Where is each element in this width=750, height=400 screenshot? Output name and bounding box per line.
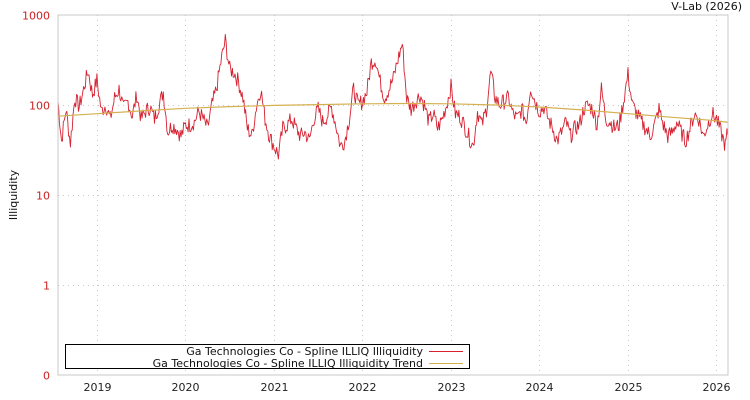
grid: [58, 15, 728, 375]
y-tick-label: 1000: [22, 10, 50, 23]
x-tick-label: 2024: [526, 381, 554, 394]
y-tick-label: 0: [43, 370, 50, 383]
x-tick-label: 2026: [703, 381, 731, 394]
illiquidity-line: [57, 33, 729, 160]
legend-label-illiquidity: Ga Technologies Co - Spline ILLIQ Illiqu…: [186, 345, 423, 358]
legend-label-trend: Ga Technologies Co - Spline ILLIQ Illiqu…: [153, 357, 423, 370]
y-axis-ticks: 0 1 10 100 1000: [22, 10, 50, 383]
x-tick-label: 2023: [438, 381, 466, 394]
y-tick-label: 1: [43, 280, 50, 293]
y-axis-title: Illiquidity: [7, 169, 20, 220]
plot-frame: [57, 14, 729, 376]
x-tick-label: 2020: [172, 381, 200, 394]
illiquidity-trend-line: [57, 102, 729, 123]
x-axis-ticks: 2019 2020 2021 2022 2023 2024 2025 2026: [84, 381, 731, 394]
x-tick-label: 2025: [615, 381, 643, 394]
legend: Ga Technologies Co - Spline ILLIQ Illiqu…: [65, 344, 470, 370]
y-tick-label: 100: [29, 100, 50, 113]
plot-lines: [57, 33, 729, 160]
legend-box: [65, 344, 470, 369]
x-tick-label: 2019: [84, 381, 112, 394]
credit-label: V-Lab (2026): [671, 0, 742, 13]
x-tick-label: 2022: [349, 381, 377, 394]
y-tick-label: 10: [36, 190, 50, 203]
x-tick-label: 2021: [261, 381, 289, 394]
